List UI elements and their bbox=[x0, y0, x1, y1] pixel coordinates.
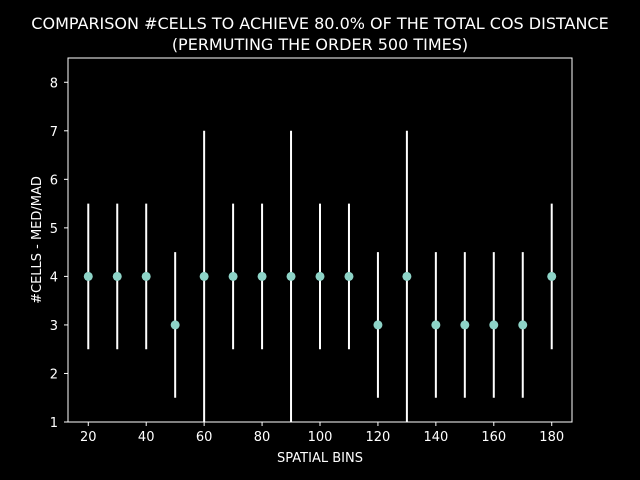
chart-title: COMPARISON #CELLS TO ACHIEVE 80.0% OF TH… bbox=[31, 14, 608, 33]
y-axis-label: #CELLS - MED/MAD bbox=[30, 176, 45, 304]
x-tick-label: 120 bbox=[366, 430, 391, 445]
x-tick-label: 40 bbox=[138, 430, 155, 445]
data-point bbox=[402, 271, 412, 281]
chart-subtitle: (PERMUTING THE ORDER 500 TIMES) bbox=[172, 35, 468, 54]
data-point bbox=[431, 320, 441, 330]
data-point bbox=[141, 271, 151, 281]
data-point bbox=[373, 320, 383, 330]
plot-area bbox=[83, 130, 557, 422]
x-tick-label: 140 bbox=[423, 430, 448, 445]
data-point bbox=[286, 271, 296, 281]
y-tick-label: 2 bbox=[50, 367, 58, 382]
data-point bbox=[199, 271, 209, 281]
y-tick-label: 8 bbox=[50, 76, 58, 91]
y-tick-label: 4 bbox=[50, 270, 58, 285]
y-tick-label: 3 bbox=[50, 319, 58, 334]
data-point bbox=[315, 271, 325, 281]
y-tick-label: 1 bbox=[50, 416, 58, 431]
data-point bbox=[460, 320, 470, 330]
data-point bbox=[112, 271, 122, 281]
x-tick-label: 160 bbox=[481, 430, 506, 445]
data-point bbox=[228, 271, 238, 281]
x-axis: 20 40 60 80 100 120 140 160 180 bbox=[80, 422, 564, 445]
x-tick-label: 60 bbox=[196, 430, 213, 445]
y-axis: 1 2 3 4 5 6 7 8 bbox=[50, 76, 68, 431]
data-point bbox=[83, 271, 93, 281]
x-tick-label: 20 bbox=[80, 430, 97, 445]
data-point bbox=[344, 271, 354, 281]
data-point bbox=[547, 271, 557, 281]
data-point bbox=[170, 320, 180, 330]
y-tick-label: 6 bbox=[50, 173, 58, 188]
data-point bbox=[489, 320, 499, 330]
x-tick-label: 80 bbox=[254, 430, 271, 445]
x-axis-label: SPATIAL BINS bbox=[277, 451, 363, 466]
x-tick-label: 180 bbox=[539, 430, 564, 445]
x-tick-label: 100 bbox=[308, 430, 333, 445]
y-tick-label: 5 bbox=[50, 222, 58, 237]
y-tick-label: 7 bbox=[50, 125, 58, 140]
data-point bbox=[257, 271, 267, 281]
data-point bbox=[518, 320, 528, 330]
